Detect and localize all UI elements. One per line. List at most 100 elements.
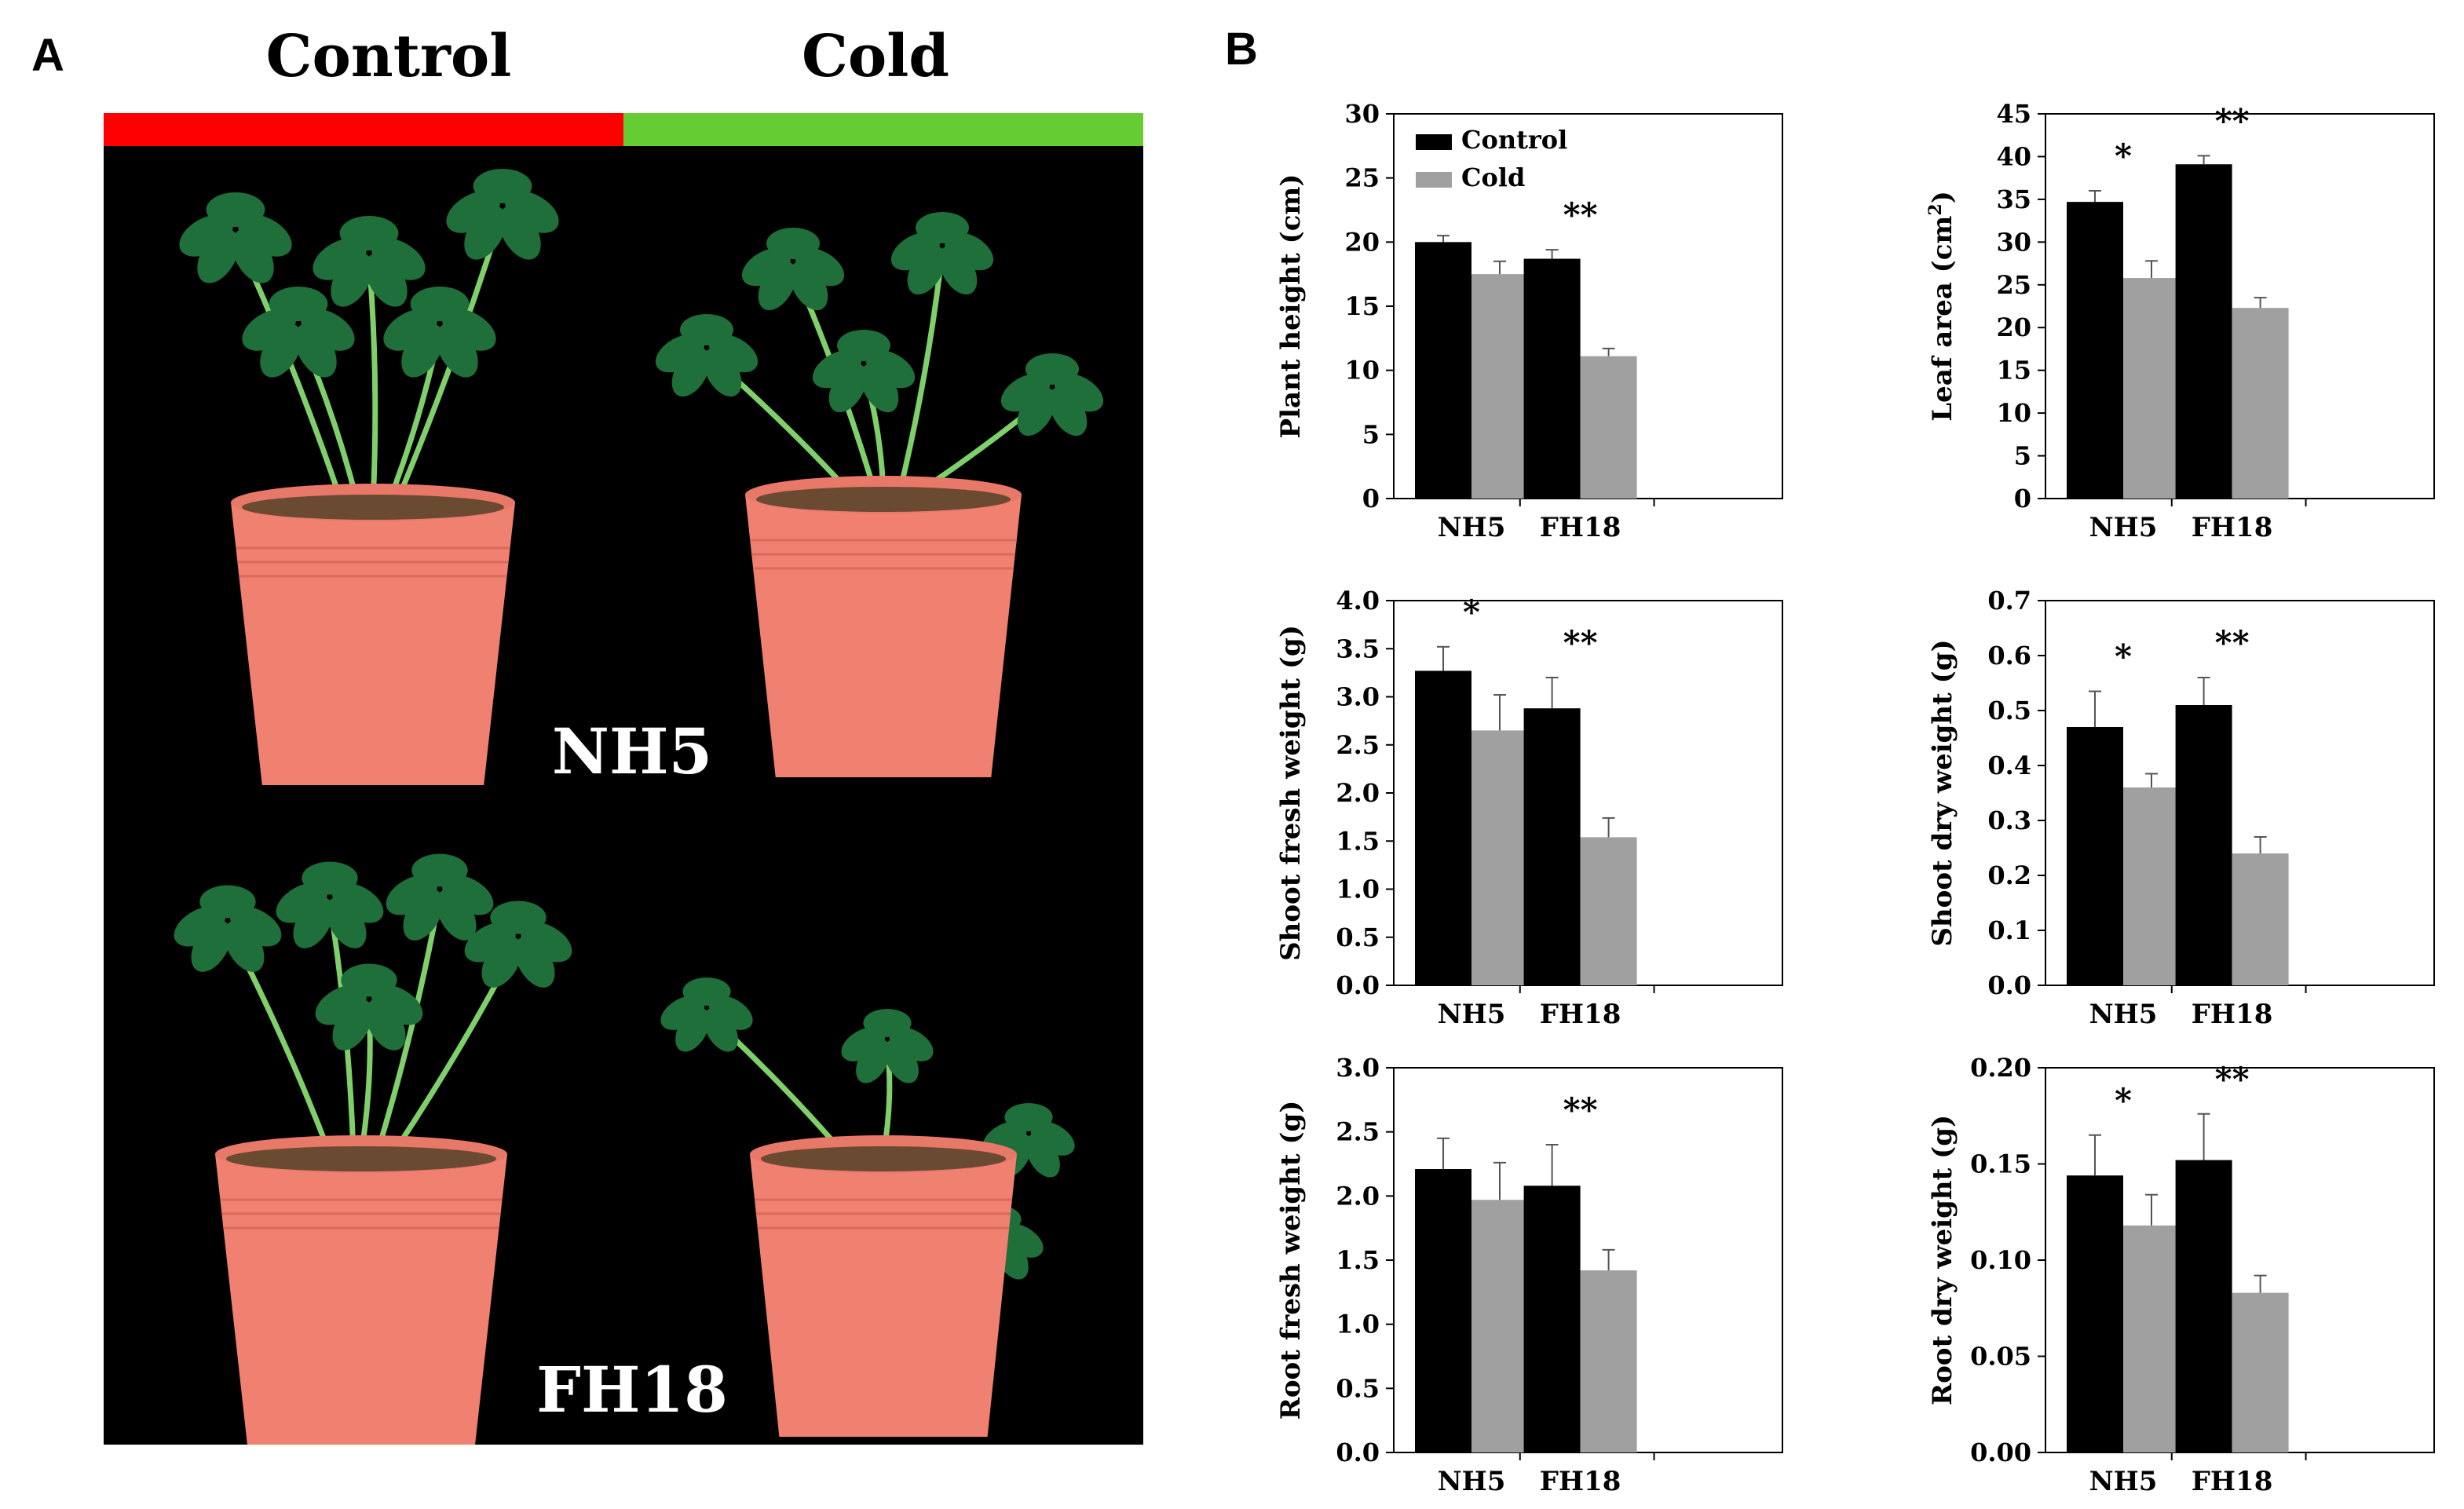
x-tick-label: NH5	[2089, 1466, 2158, 1497]
bar-control-fh18	[1523, 258, 1581, 499]
plant-leaf	[401, 323, 444, 378]
plant-leaf	[436, 889, 477, 941]
bar-control-nh5	[2067, 727, 2123, 985]
col-label-cold: Cold	[802, 23, 949, 90]
plant-leaf	[789, 261, 828, 311]
y-tick-label: 0.5	[1987, 696, 2031, 725]
y-tick-label: 25	[1996, 270, 2031, 300]
plant-leaf	[837, 330, 890, 361]
significance-marker: *	[2115, 137, 2132, 175]
y-tick-label: 10	[1344, 356, 1380, 385]
bar-control-nh5	[1415, 242, 1471, 499]
control-color-bar	[104, 113, 623, 146]
x-tick-label: FH18	[2192, 999, 2273, 1030]
pot-body	[215, 1154, 507, 1445]
chart-6: 0.00 0.05 0.10 0.15 0.20 Root dry weight (g) N…	[1927, 1053, 2435, 1497]
y-tick-label: 2.0	[1336, 1181, 1380, 1211]
x-tick-label: NH5	[1438, 999, 1506, 1030]
y-axis-label: Root fresh weight (g)	[1275, 1101, 1307, 1420]
bar-cold-fh18	[2232, 853, 2289, 985]
bar-control-nh5	[2067, 1175, 2123, 1452]
chart-2: 0 5 10 15 20 25 30 35 40 45 Leaf area (cm2) NH5 * FH1…	[1925, 99, 2435, 543]
y-tick-label: 3.0	[1336, 1053, 1380, 1083]
y-tick-label: 15	[1344, 291, 1380, 321]
y-tick-label: 2.0	[1336, 778, 1380, 808]
pot-body	[745, 495, 1022, 777]
plant-leaf	[365, 999, 406, 1050]
plant-leaf	[269, 287, 328, 321]
bar-control-nh5	[2067, 202, 2123, 499]
plant-leaf	[294, 323, 337, 378]
significance-marker: **	[2215, 1060, 2250, 1098]
plant-leaf	[1025, 353, 1079, 385]
plant-stem	[896, 250, 945, 495]
y-axis-label: Shoot dry weight (g)	[1927, 639, 1958, 946]
plant-leaf	[403, 889, 444, 941]
significance-marker: *	[1463, 593, 1480, 631]
y-tick-label: 30	[1344, 99, 1380, 129]
bar-control-nh5	[1415, 670, 1471, 985]
plant-leaf	[856, 1039, 890, 1083]
pot-body	[750, 1154, 1017, 1437]
y-tick-label: 0.10	[1970, 1245, 2031, 1275]
x-tick-label: NH5	[2089, 999, 2158, 1030]
plant-leaf	[828, 363, 868, 413]
y-tick-label: 0.4	[1987, 751, 2031, 780]
y-tick-label: 0.3	[1987, 806, 2031, 835]
significance-marker: **	[1563, 623, 1598, 662]
row-label-nh5: NH5	[552, 714, 712, 788]
y-tick-label: 0.0	[1987, 970, 2031, 1000]
chart-1: 0 5 10 15 20 25 30 Plant height (cm) NH5 FH18 ** Co…	[1275, 99, 1783, 543]
plant-leaf	[481, 936, 522, 988]
plant-leaf	[758, 261, 797, 311]
y-tick-label: 5	[1362, 419, 1380, 449]
y-axis-label: Leaf area (cm2)	[1925, 191, 1958, 422]
x-tick-label: FH18	[1540, 999, 1621, 1030]
y-tick-label: 0.5	[1336, 1373, 1380, 1403]
pot-nh5-cold	[745, 476, 1022, 777]
y-tick-label: 4.0	[1336, 586, 1380, 616]
plant-leaf	[365, 253, 408, 307]
plant-leaf	[302, 861, 358, 895]
bar-cold-fh18	[1580, 837, 1637, 985]
chart-4: 0.0 0.1 0.2 0.3 0.4 0.5 0.6 0.7 Shoot dry weight…	[1927, 586, 2435, 1030]
plant-leaf	[1048, 386, 1088, 437]
bar-cold-nh5	[1471, 274, 1528, 499]
pot-nh5-control	[231, 484, 515, 785]
plant-leaf	[473, 169, 532, 203]
x-tick-label: NH5	[1438, 1466, 1506, 1497]
plant-nh5-cold	[655, 212, 1104, 497]
panel-a-label: A	[31, 30, 64, 81]
y-tick-label: 35	[1996, 185, 2031, 214]
y-tick-label: 1.0	[1336, 875, 1380, 904]
legend-label-cold: Cold	[1461, 163, 1525, 192]
plant-leaf	[1025, 1133, 1060, 1178]
chart-5: 0.0 0.5 1.0 1.5 2.0 2.5 3.0 Root fresh weight (…	[1275, 1053, 1783, 1497]
bar-cold-nh5	[2123, 278, 2180, 499]
plant-leaf	[490, 901, 547, 934]
col-label-control: Control	[266, 23, 512, 90]
significance-marker: *	[2115, 1081, 2132, 1120]
plant-leaf	[766, 228, 820, 259]
y-tick-label: 0.15	[1970, 1149, 2031, 1179]
y-axis-label-superscript: 2	[1925, 203, 1946, 215]
x-tick-label: FH18	[1540, 1466, 1621, 1497]
y-axis-label: Plant height (cm)	[1275, 174, 1307, 439]
y-tick-label: 30	[1996, 227, 2031, 257]
pot-fh18-cold	[750, 1135, 1017, 1437]
y-tick-label: 10	[1996, 398, 2031, 428]
plant-leaf	[671, 347, 711, 397]
plant-leaf	[682, 977, 731, 1006]
pot-soil	[226, 1146, 496, 1171]
plant-leaf	[907, 245, 946, 295]
y-tick-label: 0.20	[1970, 1053, 2031, 1083]
plants-group	[174, 169, 1104, 1445]
plant-leaf	[260, 323, 302, 378]
legend-label-control: Control	[1461, 125, 1567, 155]
plant-leaf	[293, 897, 334, 948]
x-tick-label: FH18	[1540, 512, 1621, 543]
plant-leaf	[938, 245, 978, 295]
cold-color-bar	[623, 113, 1143, 146]
bar-cold-fh18	[1580, 356, 1637, 499]
